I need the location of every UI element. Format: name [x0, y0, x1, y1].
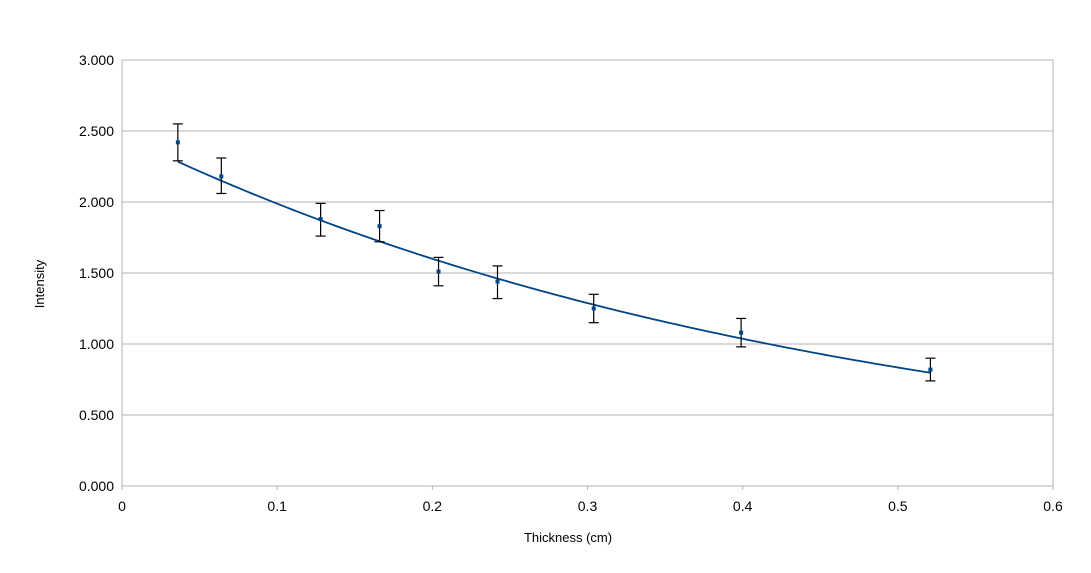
y-axis-title: Intensity	[32, 259, 47, 308]
x-axis-ticks: 0 0.1 0.2 0.3 0.4 0.5 0.6	[118, 486, 1063, 514]
y-tick-label: 1.000	[79, 336, 114, 352]
y-tick-label: 3.000	[79, 52, 114, 68]
x-tick-label: 0.6	[1043, 498, 1063, 514]
error-bars	[172, 123, 936, 382]
y-axis-ticks: 0.000 0.500 1.000 1.500 2.000 2.500 3.000	[79, 52, 114, 494]
data-point	[318, 217, 323, 222]
data-point	[175, 140, 180, 145]
x-tick-label: 0.5	[888, 498, 908, 514]
x-tick-label: 0.1	[267, 498, 287, 514]
x-axis-title: Thickness (cm)	[524, 530, 612, 545]
data-point	[739, 330, 744, 335]
x-tick-label: 0	[118, 498, 126, 514]
x-tick-label: 0.2	[423, 498, 443, 514]
data-point	[591, 306, 596, 311]
y-tick-label: 2.500	[79, 123, 114, 139]
data-point	[219, 174, 224, 179]
y-tick-label: 0.000	[79, 478, 114, 494]
data-point	[436, 269, 441, 274]
data-point	[377, 224, 382, 229]
trendline	[177, 160, 931, 374]
data-point	[495, 279, 500, 284]
y-tick-label: 2.000	[79, 194, 114, 210]
y-tick-label: 0.500	[79, 407, 114, 423]
x-tick-label: 0.3	[578, 498, 598, 514]
data-point	[928, 367, 933, 372]
data-points	[175, 140, 933, 372]
y-tick-label: 1.500	[79, 265, 114, 281]
gridlines	[122, 59, 1053, 487]
x-tick-label: 0.4	[733, 498, 753, 514]
